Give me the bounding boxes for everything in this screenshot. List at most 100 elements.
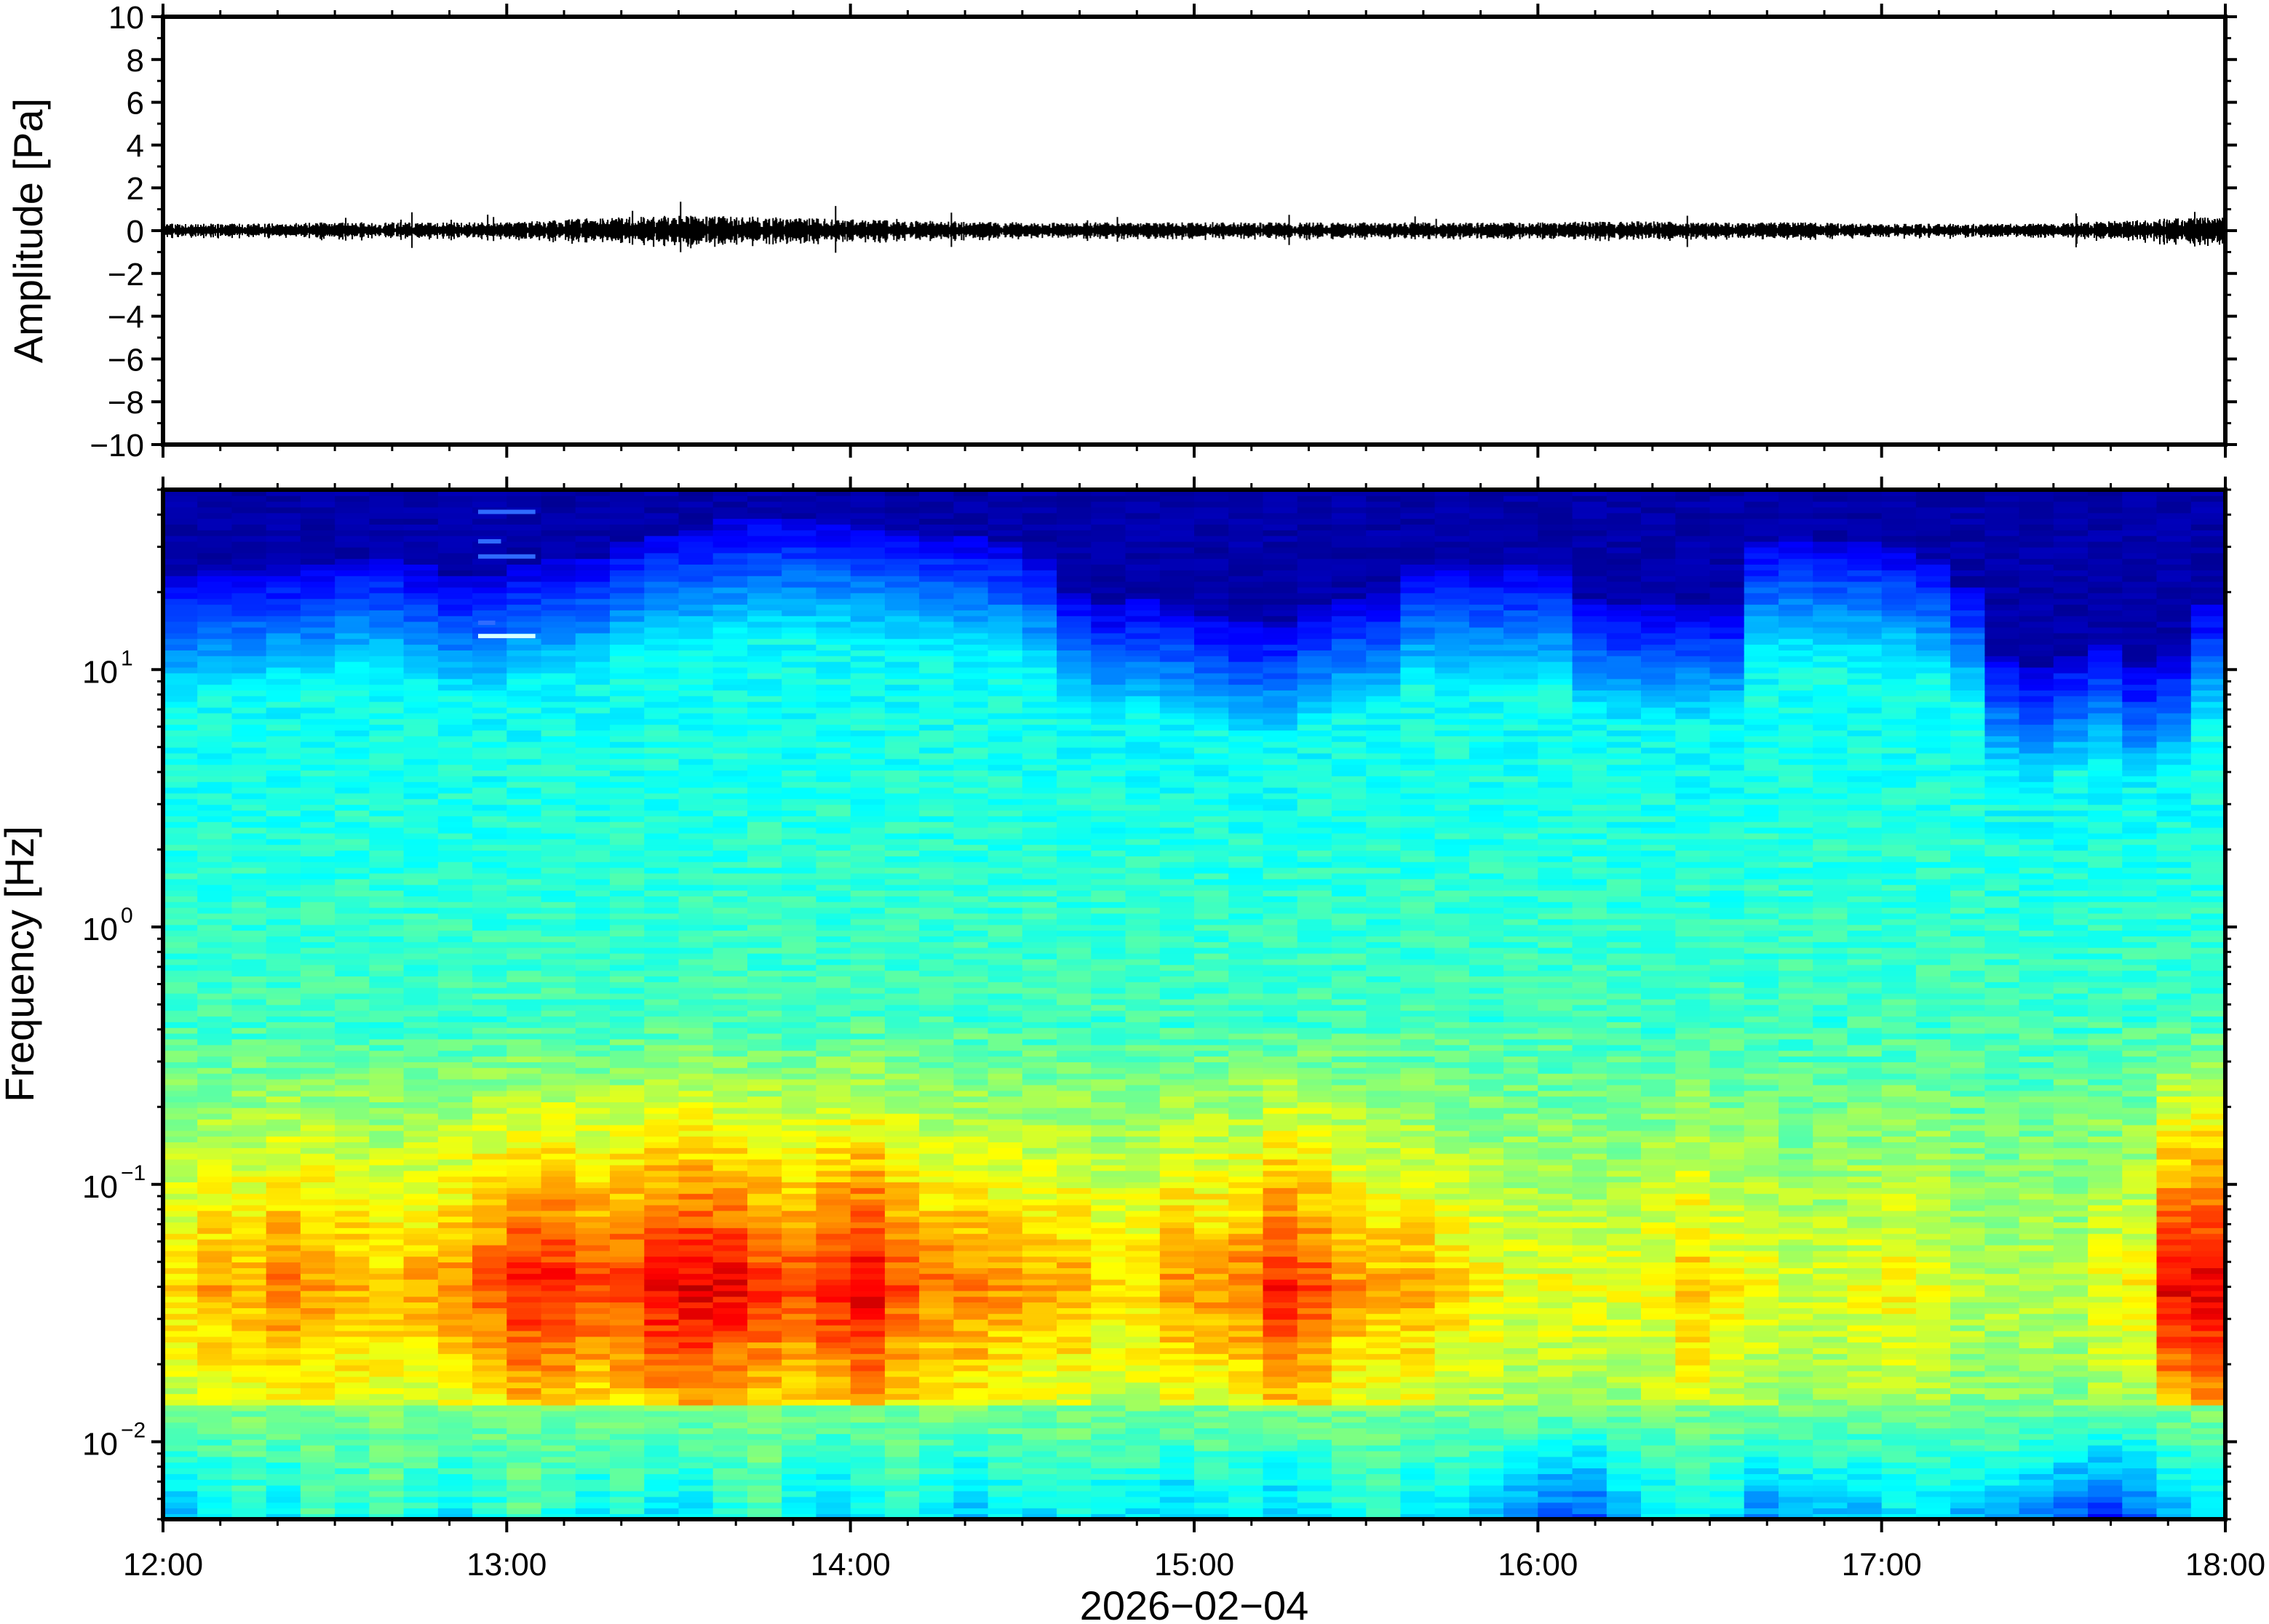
- spectrogram-cell: [575, 552, 611, 560]
- spectrogram-cell: [953, 638, 989, 645]
- spectrogram-cell: [266, 1450, 301, 1457]
- spectrogram-cell: [610, 1456, 645, 1463]
- spectrogram-cell: [919, 770, 955, 776]
- spectrogram-cell: [300, 1250, 335, 1257]
- spectrogram-cell: [369, 1393, 405, 1400]
- spectrogram-cell: [437, 1164, 473, 1171]
- spectrogram-cell: [163, 546, 198, 554]
- spectrogram-cell: [300, 844, 335, 851]
- spectrogram-cell: [712, 1022, 748, 1028]
- spectrogram-cell: [644, 1473, 680, 1480]
- spectrogram-cell: [472, 524, 508, 530]
- spectrogram-cell: [850, 552, 886, 560]
- spectrogram-cell: [919, 501, 955, 508]
- spectrogram-cell: [369, 570, 405, 576]
- spectrogram-cell: [197, 672, 233, 680]
- spectrogram-cell: [953, 684, 989, 690]
- spectrogram-cell: [575, 872, 611, 880]
- spectrogram-cell: [884, 644, 920, 650]
- spectrogram-cell: [1022, 878, 1057, 885]
- spectrogram-cell: [816, 758, 851, 765]
- spectrogram-cell: [197, 730, 233, 736]
- spectrogram-cell: [437, 656, 473, 662]
- spectrogram-cell: [472, 1078, 508, 1086]
- spectrogram-cell: [816, 1136, 851, 1142]
- spectrogram-cell: [369, 730, 405, 736]
- spectrogram-cell: [541, 1284, 576, 1291]
- spectrogram-cell: [678, 575, 714, 582]
- spectrogram-cell: [541, 1027, 576, 1034]
- spectrogram-cell: [953, 832, 989, 840]
- spectrogram-cell: [953, 856, 989, 862]
- spectrogram-cell: [644, 1284, 680, 1291]
- spectrogram-cell: [541, 952, 576, 960]
- spectrogram-cell: [197, 518, 233, 525]
- spectrogram-cell: [919, 781, 955, 788]
- spectrogram-cell: [850, 918, 886, 926]
- spectrogram-cell: [919, 530, 955, 536]
- spectrogram-cell: [231, 832, 267, 840]
- spectrogram-cell: [678, 696, 714, 702]
- spectrogram-cell: [884, 1090, 920, 1097]
- spectrogram-cell: [437, 570, 473, 576]
- spectrogram-cell: [369, 1164, 405, 1171]
- spectrogram-cell: [437, 1107, 473, 1114]
- spectrogram-cell: [541, 947, 576, 954]
- spectrogram-cell: [300, 1302, 335, 1308]
- spectrogram-cell: [884, 610, 920, 616]
- spectrogram-cell: [884, 1428, 920, 1434]
- spectrogram-cell: [437, 598, 473, 605]
- spectrogram-cell: [953, 1067, 989, 1074]
- spectrogram-cell: [163, 890, 198, 896]
- spectrogram-cell: [850, 827, 886, 834]
- spectrogram-cell: [197, 867, 233, 874]
- spectrogram-cell: [300, 1032, 335, 1040]
- spectrogram-cell: [1057, 1313, 1092, 1320]
- spectrogram-cell: [472, 907, 508, 914]
- spectrogram-cell: [1022, 598, 1057, 605]
- spectrogram-cell: [266, 1410, 301, 1417]
- spectrogram-cell: [1022, 1250, 1057, 1257]
- spectrogram-cell: [506, 878, 542, 885]
- spectrogram-cell: [266, 718, 301, 725]
- spectrogram-cell: [644, 1267, 680, 1274]
- spectrogram-cell: [369, 644, 405, 650]
- spectrogram-cell: [437, 1422, 473, 1429]
- spectrogram-cell: [506, 912, 542, 920]
- spectrogram-cell: [850, 1102, 886, 1108]
- spectrogram-cell: [678, 758, 714, 765]
- spectrogram-cell: [919, 661, 955, 668]
- spectrogram-cell: [403, 575, 439, 582]
- spectrogram-cell: [782, 644, 817, 650]
- spectrogram-cell: [335, 1364, 370, 1372]
- spectrogram-cell: [884, 998, 920, 1006]
- spectrogram-cell: [437, 592, 473, 600]
- spectrogram-cell: [403, 1142, 439, 1148]
- spectrogram-cell: [506, 1502, 542, 1509]
- spectrogram-cell: [1022, 1233, 1057, 1240]
- spectrogram-cell: [163, 1193, 198, 1200]
- spectrogram-cell: [403, 1016, 439, 1022]
- spectrogram-cell: [403, 1450, 439, 1457]
- spectrogram-cell: [403, 1010, 439, 1017]
- spectrogram-cell: [541, 1324, 576, 1332]
- spectrogram-cell: [1022, 1136, 1057, 1142]
- spectrogram-cell: [747, 1508, 782, 1514]
- spectrogram-cell: [541, 1142, 576, 1148]
- spectrogram-cell: [541, 1044, 576, 1051]
- spectrogram-cell: [953, 1198, 989, 1206]
- spectrogram-cell: [1022, 1210, 1057, 1217]
- spectrogram-cell: [850, 747, 886, 754]
- spectrogram-cell: [335, 1307, 370, 1314]
- spectrogram-cell: [197, 581, 233, 588]
- spectrogram-cell: [712, 506, 748, 514]
- spectrogram-cell: [884, 1062, 920, 1068]
- spectrogram-cell: [163, 1318, 198, 1326]
- spectrogram-cell: [850, 998, 886, 1006]
- spectrogram-cell: [369, 546, 405, 554]
- spectrogram-cell: [1057, 1090, 1092, 1097]
- spectrogram-cell: [300, 798, 335, 805]
- spectrogram-cell: [197, 644, 233, 650]
- spectrogram-cell: [919, 1513, 955, 1519]
- spectrogram-cell: [747, 1072, 782, 1080]
